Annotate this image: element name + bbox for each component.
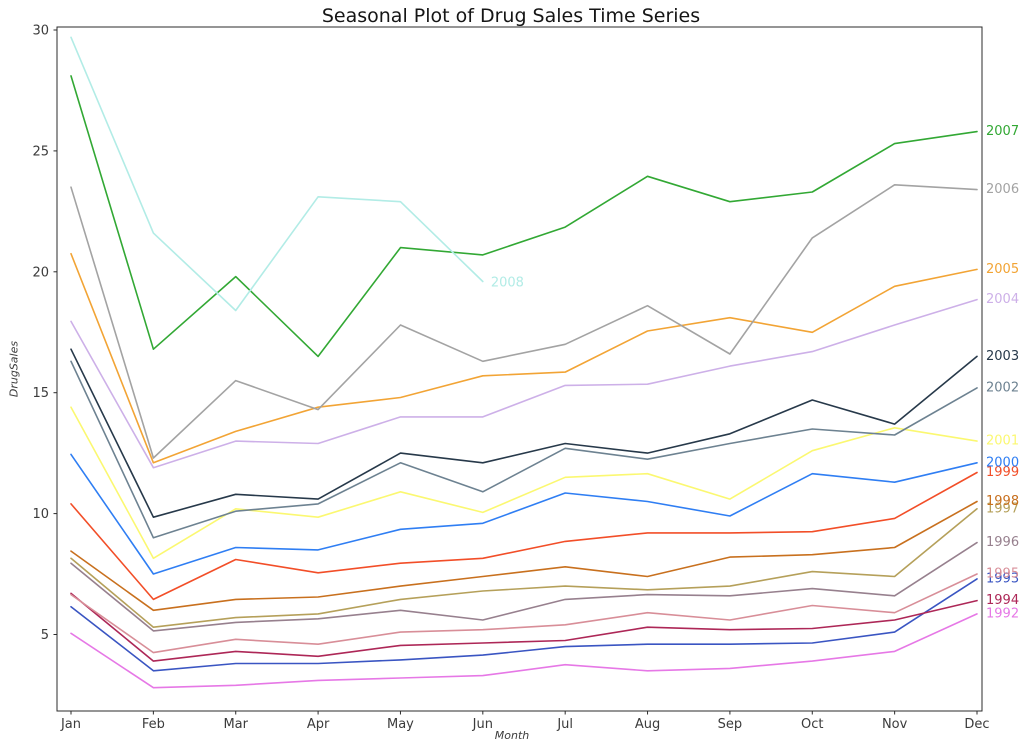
y-tick-label-25: 25 (32, 144, 49, 159)
x-tick-label-Sep: Sep (718, 717, 743, 732)
series-line-1997 (70, 507, 978, 629)
series-label-1997: 1997 (986, 501, 1019, 516)
series-line-2000 (70, 453, 978, 575)
axes-frame (56, 26, 983, 712)
x-tick-label-May: May (387, 717, 414, 732)
x-axis-title: Month (494, 729, 530, 742)
series-label-2006: 2006 (986, 182, 1019, 197)
series-line-2003 (70, 348, 978, 519)
x-tick-label-Nov: Nov (882, 717, 908, 732)
x-tick-label-Apr: Apr (307, 717, 330, 732)
series-label-2003: 2003 (986, 349, 1019, 364)
x-tick-label-Feb: Feb (142, 717, 165, 732)
y-tick-label-20: 20 (32, 265, 49, 280)
y-tick-label-30: 30 (32, 24, 49, 39)
series-line-1996 (70, 541, 978, 632)
y-tick-label-5: 5 (41, 628, 49, 643)
x-tick-label-Mar: Mar (223, 717, 248, 732)
series-line-2004 (70, 298, 978, 469)
series-line-2005 (70, 252, 978, 464)
x-tick-label-Oct: Oct (801, 717, 823, 732)
series-line-1999 (70, 471, 978, 601)
series-line-1998 (70, 500, 978, 612)
x-tick-label-Aug: Aug (635, 717, 660, 732)
series-line-2001 (70, 406, 978, 560)
series-line-2007 (70, 75, 978, 358)
series-label-1995: 1995 (986, 567, 1019, 582)
x-tick-label-Jun: Jun (472, 717, 493, 732)
series-label-2005: 2005 (986, 262, 1019, 277)
series-label-2000: 2000 (986, 455, 1019, 470)
series-line-1994 (70, 592, 978, 662)
series-label-2001: 2001 (986, 434, 1019, 449)
x-tick-label-Dec: Dec (964, 717, 989, 732)
series-line-2006 (70, 184, 978, 459)
series-label-2004: 2004 (986, 292, 1019, 307)
series-line-1992 (70, 613, 978, 689)
series-line-2008 (70, 36, 484, 312)
series-label-1996: 1996 (986, 535, 1019, 550)
y-tick-label-10: 10 (32, 507, 49, 522)
series-line-1993 (70, 578, 978, 672)
series-label-2002: 2002 (986, 380, 1019, 395)
series-label-1998: 1998 (986, 494, 1019, 509)
x-tick-label-Jan: Jan (60, 717, 81, 732)
series-label-1992: 1992 (986, 606, 1019, 621)
chart-title: Seasonal Plot of Drug Sales Time Series (321, 5, 701, 27)
series-label-2007: 2007 (986, 124, 1019, 139)
series-line-1995 (70, 573, 978, 654)
series-line-2002 (70, 360, 978, 539)
series-label-2008: 2008 (491, 275, 524, 290)
series-label-1999: 1999 (986, 465, 1019, 480)
x-tick-label-Jul: Jul (556, 717, 573, 732)
y-tick-label-15: 15 (32, 386, 49, 401)
series-label-1993: 1993 (986, 571, 1019, 586)
series-label-1994: 1994 (986, 593, 1019, 608)
